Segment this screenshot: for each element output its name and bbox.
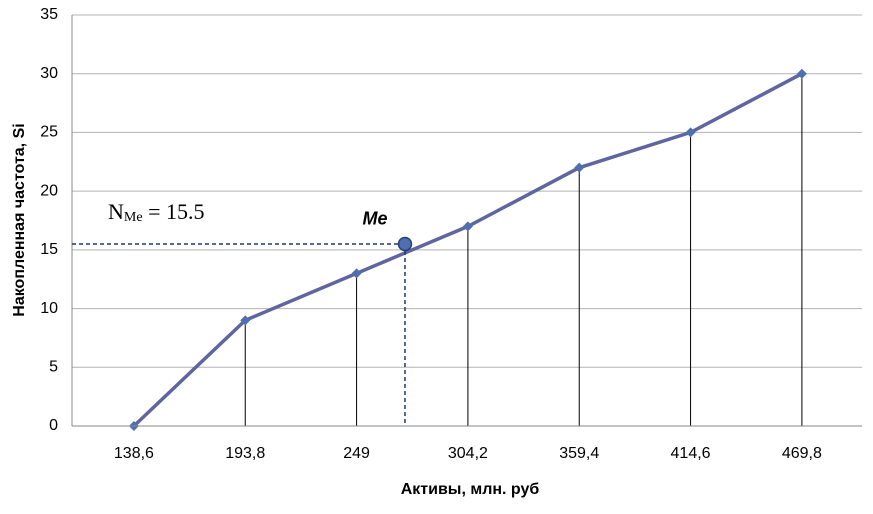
annotation-rest: = 15.5 bbox=[143, 199, 205, 224]
x-tick-label: 304,2 bbox=[448, 445, 488, 462]
y-tick-label: 10 bbox=[40, 300, 58, 317]
y-tick-label: 30 bbox=[40, 65, 58, 82]
marker bbox=[351, 268, 362, 279]
marker bbox=[462, 221, 473, 232]
x-tick-label: 469,8 bbox=[782, 445, 822, 462]
x-tick-label: 249 bbox=[343, 445, 370, 462]
y-axis-title: Накопленная частота, Si bbox=[11, 123, 28, 316]
median-annotation: NMe = 15.5 bbox=[108, 199, 204, 225]
x-tick-label: 414,6 bbox=[671, 445, 711, 462]
x-tick-label: 359,4 bbox=[559, 445, 599, 462]
median-point bbox=[397, 236, 413, 252]
y-tick-label: 5 bbox=[49, 359, 58, 376]
x-tick-label: 138,6 bbox=[114, 445, 154, 462]
y-tick-label: 20 bbox=[40, 182, 58, 199]
y-tick-label: 35 bbox=[40, 6, 58, 23]
marker bbox=[685, 127, 696, 138]
annotation-sub: Me bbox=[124, 210, 143, 225]
marker bbox=[240, 315, 251, 326]
y-tick-label: 0 bbox=[49, 417, 58, 434]
y-tick-label: 15 bbox=[40, 241, 58, 258]
annotation-main: N bbox=[108, 199, 124, 224]
median-label: Me bbox=[362, 209, 387, 229]
marker bbox=[574, 162, 585, 173]
x-tick-label: 193,8 bbox=[225, 445, 265, 462]
y-tick-label: 25 bbox=[40, 124, 58, 141]
x-axis-title: Активы, млн. руб bbox=[401, 481, 540, 498]
marker bbox=[796, 68, 807, 79]
